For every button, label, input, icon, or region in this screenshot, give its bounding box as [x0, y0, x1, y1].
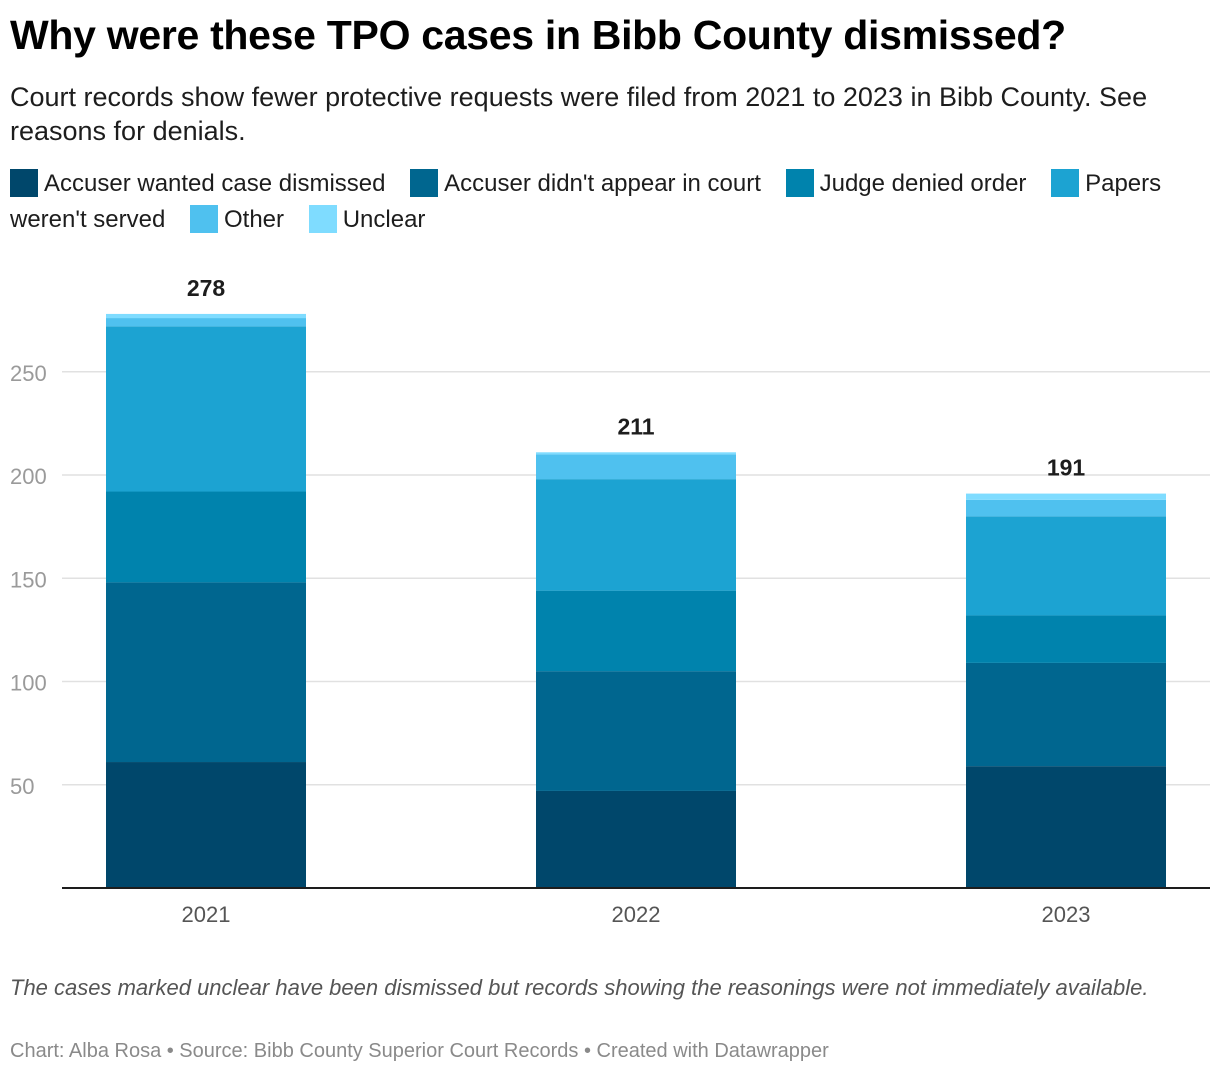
legend-item: Papers weren't served [10, 169, 1162, 233]
legend-label: Papers weren't served [10, 170, 1162, 233]
y-tick-label: 150 [10, 567, 47, 592]
legend-swatch [1051, 169, 1080, 197]
chart-subtitle: Court records show fewer protective requ… [10, 82, 1148, 146]
legend-swatch [10, 169, 38, 197]
x-tick-label: 2023 [1042, 902, 1091, 927]
legend: Accuser wanted case dismissed Accuser di… [10, 166, 1200, 238]
total-label: 191 [1047, 455, 1086, 481]
y-tick-label: 250 [10, 361, 47, 386]
legend-label: Accuser didn't appear in court [444, 170, 761, 197]
legend-item: Accuser wanted case dismissed [10, 169, 386, 197]
x-tick-label: 2021 [182, 902, 231, 927]
bar-segment [966, 493, 1166, 500]
bar-segment [106, 318, 306, 327]
legend-item: Unclear [308, 205, 426, 233]
legend-swatch [410, 169, 439, 197]
total-label: 211 [617, 413, 654, 439]
legend-label: Other [224, 206, 285, 233]
bar-segment [966, 499, 1166, 517]
bar-segment [536, 590, 736, 672]
bar-segment [536, 671, 736, 791]
legend-label: Accuser wanted case dismissed [44, 170, 386, 197]
bar-segment [966, 516, 1166, 616]
bar-segment [966, 662, 1166, 767]
bar-segment [106, 313, 306, 319]
legend-swatch [785, 169, 814, 197]
legend-item: Judge denied order [785, 169, 1027, 197]
bar-segment [536, 452, 736, 455]
total-label: 278 [187, 275, 226, 301]
bar-segment [536, 454, 736, 480]
bar-segment [106, 326, 306, 492]
legend-label: Unclear [342, 206, 426, 233]
y-tick-label: 200 [10, 464, 47, 489]
bar-segment [536, 790, 736, 888]
legend-label: Judge denied order [819, 170, 1027, 197]
bar-segment [966, 615, 1166, 663]
y-tick-label: 50 [10, 774, 34, 799]
bar-segment [106, 491, 306, 583]
stacked-bar-chart: 50 100 150 200 250 278 2021 211 2022 191 2023 [10, 275, 1210, 927]
chart-credit: Chart: Alba Rosa • Source: Bibb County S… [10, 1040, 829, 1062]
bar-segment [536, 479, 736, 591]
bar-segment [106, 582, 306, 763]
legend-item: Other [190, 205, 285, 233]
x-tick-label: 2022 [612, 902, 661, 927]
chart-title: Why were these TPO cases in Bibb County … [10, 12, 1066, 58]
bar-segment [106, 762, 306, 888]
bar-segment [966, 766, 1166, 888]
legend-swatch [190, 205, 218, 233]
chart-footnote: The cases marked unclear have been dismi… [10, 975, 1149, 1000]
legend-swatch [308, 205, 337, 233]
legend-item: Accuser didn't appear in court [410, 169, 761, 197]
y-tick-label: 100 [10, 671, 47, 696]
